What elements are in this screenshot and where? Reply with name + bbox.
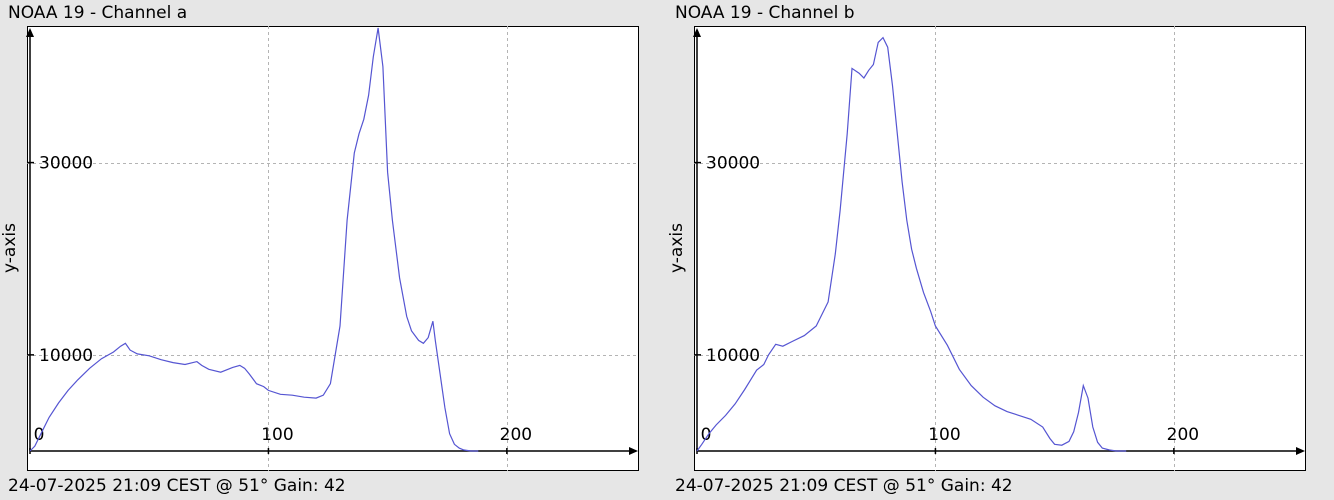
series-line bbox=[29, 27, 479, 452]
chart-title: NOAA 19 - Channel b bbox=[675, 3, 855, 23]
x-axis-arrow bbox=[629, 447, 638, 455]
y-axis-arrow bbox=[693, 28, 701, 37]
plot-frame bbox=[27, 26, 639, 471]
plot-area: 0 100 200 10000 30000 y-axis bbox=[667, 26, 1306, 471]
plot-background bbox=[694, 26, 1306, 471]
x-tick-label: 100 bbox=[261, 425, 293, 445]
plot-background bbox=[27, 26, 639, 471]
plot-frame bbox=[694, 26, 1306, 471]
y-tick-label: 10000 bbox=[706, 346, 760, 366]
y-tick-label: 10000 bbox=[39, 346, 93, 366]
y-axis-arrow bbox=[26, 28, 34, 37]
x-tick-label: 0 bbox=[34, 425, 45, 445]
chart-panel-channel-b: NOAA 19 - Channel b 0 100 200 10000 30000 y-a… bbox=[667, 0, 1334, 500]
y-axis-label: y-axis bbox=[0, 223, 20, 273]
x-axis-arrow bbox=[1296, 447, 1305, 455]
y-tick-label: 30000 bbox=[706, 154, 760, 174]
x-tick-label: 0 bbox=[701, 425, 712, 445]
y-tick-label: 30000 bbox=[39, 154, 93, 174]
chart-panel-channel-a: NOAA 19 - Channel a 0 100 200 10000 30000 y-a… bbox=[0, 3, 639, 496]
x-tick-label: 200 bbox=[500, 425, 532, 445]
plot-area: 0 100 200 10000 30000 y-axis bbox=[0, 26, 639, 471]
x-tick-label: 200 bbox=[1167, 425, 1199, 445]
chart-footer-status: 24-07-2025 21:09 CEST @ 51° Gain: 42 bbox=[8, 476, 346, 496]
series-line bbox=[696, 36, 1127, 452]
x-tick-label: 100 bbox=[928, 425, 960, 445]
y-axis-label: y-axis bbox=[667, 223, 687, 273]
chart-footer-status: 24-07-2025 21:09 CEST @ 51° Gain: 42 bbox=[675, 476, 1013, 496]
chart-title: NOAA 19 - Channel a bbox=[8, 3, 188, 23]
